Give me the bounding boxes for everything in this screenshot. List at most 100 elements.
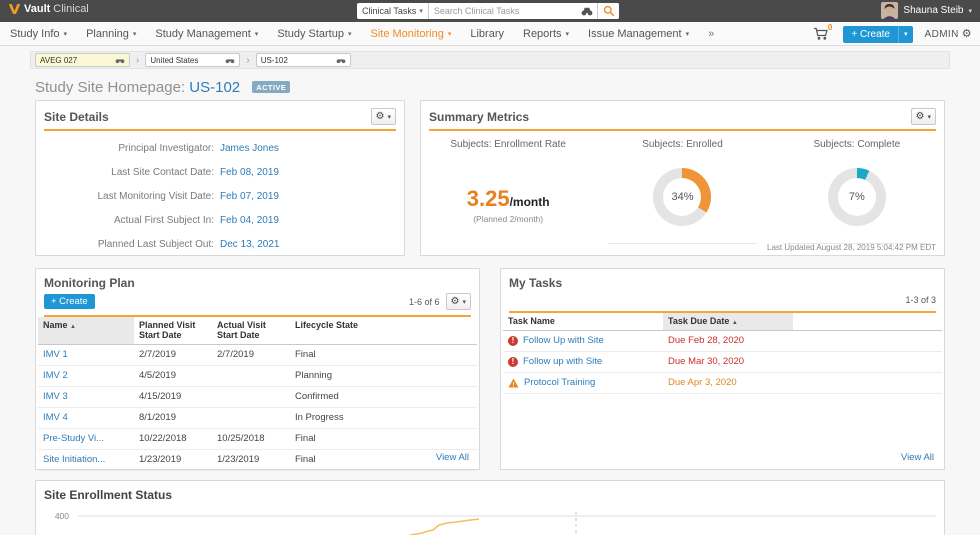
- svg-text:!: !: [512, 381, 514, 388]
- table-row: IMV 4 8/1/2019 In Progress: [38, 408, 477, 429]
- panel-accent-rule: [429, 129, 936, 131]
- enrollment-rate-value: 3.25: [466, 186, 510, 211]
- divider: [782, 243, 931, 244]
- nav-item-study-startup[interactable]: Study Startup ▾: [277, 28, 352, 40]
- cart-badge: 0: [827, 22, 833, 32]
- nav-item-study-management[interactable]: Study Management ▾: [155, 28, 259, 40]
- task-link[interactable]: Follow up with Site: [523, 356, 603, 368]
- visit-link[interactable]: IMV 1: [43, 349, 68, 361]
- complete-donut-chart: 7%: [827, 168, 886, 226]
- visit-link[interactable]: IMV 3: [43, 391, 68, 403]
- table-row: IMV 3 4/15/2019 Confirmed: [38, 387, 477, 408]
- last-site-contact-date[interactable]: Feb 08, 2019: [220, 167, 279, 178]
- column-header-state[interactable]: Lifecycle State: [295, 320, 359, 330]
- field-row: Planned Last Subject Out: Dec 13, 2021: [97, 239, 280, 250]
- binoculars-icon[interactable]: [581, 7, 593, 16]
- task-due-date: Due Apr 3, 2020: [668, 377, 737, 389]
- cart-button[interactable]: 0: [813, 22, 833, 43]
- task-due-date: Due Mar 30, 2020: [668, 356, 745, 368]
- nav-item-library[interactable]: Library: [470, 28, 504, 40]
- nav-item-planning[interactable]: Planning ▾: [86, 28, 137, 40]
- search-scope-dropdown[interactable]: Clinical Tasks ▾: [357, 3, 429, 19]
- metric-enrolled: Subjects: Enrolled 34%: [595, 139, 769, 244]
- my-tasks-panel: My Tasks 1-3 of 3 Task Name Task Due Dat…: [500, 268, 945, 470]
- task-link[interactable]: Follow Up with Site: [523, 335, 604, 347]
- column-header-planned[interactable]: Planned Visit Start Date: [139, 320, 196, 341]
- create-visit-button[interactable]: + Create: [44, 294, 95, 309]
- global-search: Clinical Tasks ▾: [357, 3, 619, 19]
- divider: [608, 243, 757, 244]
- column-header-task-name[interactable]: Task Name: [508, 316, 555, 326]
- planned-rate: (Planned 2/month): [473, 214, 544, 224]
- task-row: ! Follow up with Site Due Mar 30, 2020: [503, 352, 942, 373]
- nav-item-issue-management[interactable]: Issue Management ▾: [588, 28, 690, 40]
- binoculars-icon: [225, 59, 235, 64]
- task-link[interactable]: Protocol Training: [524, 377, 596, 389]
- site-link[interactable]: US-102: [189, 79, 241, 96]
- search-button[interactable]: [597, 3, 619, 19]
- chevron-down-icon: ▾: [565, 31, 570, 38]
- panel-settings-button[interactable]: ⚙ ▾: [445, 293, 471, 310]
- overdue-exclamation-icon: !: [508, 356, 518, 367]
- column-header-name[interactable]: Name ▲: [38, 317, 134, 344]
- panel-accent-rule: [44, 129, 396, 131]
- cart-icon: [814, 27, 829, 40]
- panel-settings-button[interactable]: ⚙ ▾: [370, 108, 396, 125]
- principal-investigator-link[interactable]: James Jones: [220, 143, 279, 154]
- site-details-panel: Site Details ⚙ ▾ Principal Investigator: J…: [35, 100, 405, 256]
- panel-title: Summary Metrics: [429, 109, 530, 124]
- chevron-down-icon: ▾: [63, 31, 68, 38]
- context-filter-bar: AVEG 027 › United States › US-102: [30, 51, 950, 69]
- status-badge: ACTIVE: [252, 81, 291, 93]
- pagination-label: 1-6 of 6: [408, 296, 440, 307]
- panel-accent-rule: [44, 315, 471, 317]
- view-all-link[interactable]: View All: [900, 452, 934, 463]
- chevron-down-icon: ▾: [462, 298, 466, 306]
- user-menu[interactable]: Shauna Steib ▾: [881, 2, 972, 19]
- planned-last-subject-out[interactable]: Dec 13, 2021: [220, 239, 280, 250]
- last-monitoring-visit-date[interactable]: Feb 07, 2019: [220, 191, 279, 202]
- magnifier-icon: [603, 5, 614, 17]
- avatar: [881, 2, 899, 19]
- app-logo[interactable]: Vault Clinical: [8, 3, 89, 15]
- monitoring-plan-panel: Monitoring Plan + Create 1-6 of 6 ⚙ ▾ Nam…: [35, 268, 480, 471]
- visit-link[interactable]: Pre-Study Vi...: [43, 433, 105, 445]
- visit-link[interactable]: Site Initiation...: [43, 454, 106, 466]
- overdue-exclamation-icon: !: [508, 335, 518, 346]
- admin-button[interactable]: ADMIN ⚙: [924, 27, 972, 40]
- search-input[interactable]: [428, 6, 581, 16]
- visit-link[interactable]: IMV 2: [43, 370, 68, 382]
- site-filter[interactable]: US-102: [255, 53, 351, 67]
- sort-asc-icon: ▲: [70, 324, 76, 330]
- nav-item-reports[interactable]: Reports ▾: [523, 28, 570, 40]
- column-header-task-due[interactable]: Task Due Date ▲: [663, 313, 793, 330]
- actual-first-subject-in[interactable]: Feb 04, 2019: [220, 215, 279, 226]
- sort-asc-icon: ▲: [731, 320, 738, 326]
- nav-item-site-monitoring[interactable]: Site Monitoring ▾: [370, 28, 452, 40]
- gear-icon: ⚙: [375, 110, 385, 122]
- task-row: ! Protocol Training Due Apr 3, 2020: [503, 373, 942, 394]
- visit-link[interactable]: IMV 4: [43, 412, 68, 424]
- create-dropdown[interactable]: ▾: [897, 25, 913, 43]
- gear-icon: ⚙: [961, 27, 972, 40]
- enrollment-chart: 400: [55, 511, 936, 535]
- nav-overflow-icon[interactable]: »: [708, 28, 715, 40]
- pagination-label: 1-3 of 3: [905, 294, 936, 305]
- create-button[interactable]: + Create ▾: [843, 25, 913, 43]
- column-header-actual[interactable]: Actual Visit Start Date: [217, 320, 266, 341]
- study-filter[interactable]: AVEG 027: [35, 53, 130, 67]
- chevron-down-icon: ▾: [387, 113, 391, 121]
- user-name: Shauna Steib: [903, 5, 964, 16]
- task-due-date: Due Feb 28, 2020: [668, 335, 745, 347]
- main-nav: Study Info ▾ Planning ▾ Study Management ▾ …: [0, 22, 980, 46]
- enrolled-percent: 34%: [671, 191, 694, 203]
- table-row: Site Initiation... 1/23/2019 1/23/2019 Fina…: [38, 450, 477, 471]
- panel-title: Site Details: [44, 109, 109, 124]
- nav-item-study-info[interactable]: Study Info ▾: [10, 28, 68, 40]
- page-title: Study Site Homepage: US-102 ACTIVE: [35, 79, 291, 96]
- country-filter[interactable]: United States: [145, 53, 241, 67]
- panel-settings-button[interactable]: ⚙ ▾: [910, 108, 936, 125]
- chevron-down-icon: ▾: [927, 113, 931, 121]
- view-all-link[interactable]: View All: [435, 452, 469, 463]
- table-row: Pre-Study Vi... 10/22/2018 10/25/2018 Final: [38, 429, 477, 450]
